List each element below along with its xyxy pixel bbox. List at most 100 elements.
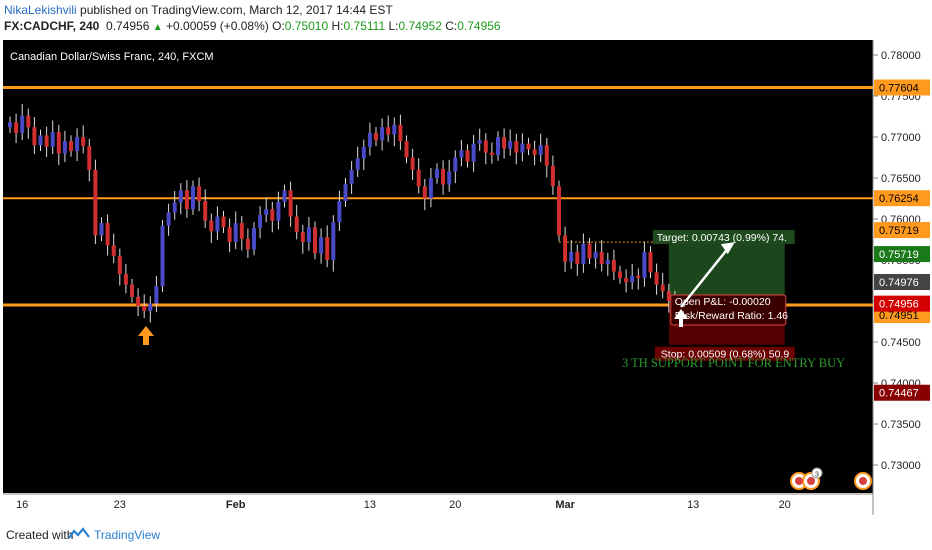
candle-body xyxy=(557,186,561,236)
candle-body xyxy=(38,135,43,146)
time-tick-label: Feb xyxy=(226,499,246,511)
candle-body xyxy=(26,115,31,128)
candle-body xyxy=(123,273,128,285)
candle-body xyxy=(87,146,92,170)
candle-body xyxy=(130,284,134,297)
candle-body xyxy=(435,169,439,179)
candle-body xyxy=(392,124,397,135)
price-chart[interactable]: Canadian Dollar/Swiss Franc, 240, FXCM T… xyxy=(0,38,932,518)
time-tick-label: Mar xyxy=(555,499,575,511)
price-marker-label: 0.76254 xyxy=(879,193,919,205)
candle-body xyxy=(14,122,19,133)
price-marker-label: 0.74976 xyxy=(879,277,919,289)
candle-body xyxy=(300,232,305,242)
candle-body xyxy=(624,278,629,283)
price-marker-box xyxy=(874,222,930,239)
candle-body xyxy=(184,190,189,210)
up-arrow-icon: ▲ xyxy=(152,22,163,33)
candle-body xyxy=(233,223,238,242)
pnl-box xyxy=(670,294,787,326)
price-tick-label: 0.76500 xyxy=(881,173,921,185)
chart-title: Canadian Dollar/Swiss Franc, 240, FXCM xyxy=(10,51,214,63)
risk-reward-label: Risk/Reward Ratio: 1.46 xyxy=(675,310,788,322)
candle-body xyxy=(416,169,421,187)
candle-body xyxy=(636,275,641,279)
price-marker-label: 0.75719 xyxy=(879,249,919,261)
event-count: 3 xyxy=(815,472,819,479)
created-with: Created with xyxy=(6,528,74,542)
candle-body xyxy=(197,186,202,201)
candle-body xyxy=(367,132,372,147)
time-tick-label: 16 xyxy=(16,499,28,511)
candle-body xyxy=(264,209,269,215)
open-value: 0.75010 xyxy=(284,19,329,33)
price-tick-label: 0.73500 xyxy=(881,419,921,431)
candle-body xyxy=(325,237,330,261)
candle-body xyxy=(648,251,653,273)
candle-body xyxy=(191,186,195,210)
candle-body xyxy=(349,169,354,184)
candle-body xyxy=(44,135,49,147)
candle-body xyxy=(258,214,263,229)
event-dot xyxy=(859,477,867,485)
candle-body xyxy=(270,209,275,221)
symbol-label: FX:CADCHF, 240 xyxy=(4,19,100,33)
candle-body xyxy=(526,143,531,150)
candle-body xyxy=(294,216,299,233)
support-up-arrow-icon xyxy=(138,326,154,345)
low-value: 0.74952 xyxy=(398,19,442,33)
candle-body xyxy=(642,251,647,279)
candle-body xyxy=(489,152,494,156)
candle-body xyxy=(502,137,507,149)
time-ticks: 16 23 Feb 13 20 Mar 13 20 xyxy=(16,499,791,511)
candle-body xyxy=(166,212,171,226)
candle-body xyxy=(386,127,391,135)
candle-body xyxy=(532,149,537,156)
candle-body xyxy=(62,141,67,154)
candle-body xyxy=(611,260,616,272)
candle-body xyxy=(50,132,55,147)
candle-body xyxy=(8,122,12,128)
candle-body xyxy=(20,115,25,133)
open-pnl-label: Open P&L: -0.00020 xyxy=(675,296,771,308)
candle-body xyxy=(410,157,415,170)
chart-tools[interactable]: 3 xyxy=(790,467,872,490)
high-label: H: xyxy=(331,19,344,33)
candle-body xyxy=(306,227,311,242)
candle-body xyxy=(599,251,604,265)
candle-body xyxy=(117,255,122,274)
candle-body xyxy=(252,228,256,250)
candle-body xyxy=(245,238,250,250)
candle-body xyxy=(447,171,452,185)
candle-body xyxy=(99,223,104,236)
price-tick-label: 0.78000 xyxy=(881,50,921,62)
candle-body xyxy=(215,216,220,232)
position-labels: Target: 0.00743 (0.99%) 74. Open P&L: -0.… xyxy=(652,230,795,361)
candle-body xyxy=(81,137,86,147)
entry-up-arrow-icon xyxy=(674,308,688,327)
candle-body xyxy=(465,150,470,162)
price-marker-label: 0.74956 xyxy=(879,299,919,311)
event-dot xyxy=(795,477,803,485)
candle-body xyxy=(282,190,287,202)
price-tick-label: 0.74500 xyxy=(881,337,921,349)
candle-body xyxy=(331,222,336,261)
candle-body xyxy=(136,296,141,306)
candle-body xyxy=(398,124,403,142)
price-marker-label: 0.74951 xyxy=(879,310,919,322)
candle-body xyxy=(605,260,610,265)
open-label: O: xyxy=(272,19,285,33)
price-marker-box xyxy=(874,246,930,263)
stop-label-box xyxy=(654,346,795,361)
candle-body xyxy=(160,225,165,287)
candlesticks xyxy=(8,104,690,323)
candle-body xyxy=(276,201,281,221)
price-change: +0.00059 (+0.08%) xyxy=(166,19,269,33)
tradingview-link[interactable]: TradingView xyxy=(94,528,161,542)
time-scale[interactable] xyxy=(3,493,873,515)
candle-body xyxy=(618,271,622,279)
author-link[interactable]: NikaLekishvili xyxy=(4,3,77,17)
time-tick-label: 23 xyxy=(114,499,126,511)
candle-body xyxy=(575,251,580,265)
time-tick-label: 13 xyxy=(687,499,699,511)
